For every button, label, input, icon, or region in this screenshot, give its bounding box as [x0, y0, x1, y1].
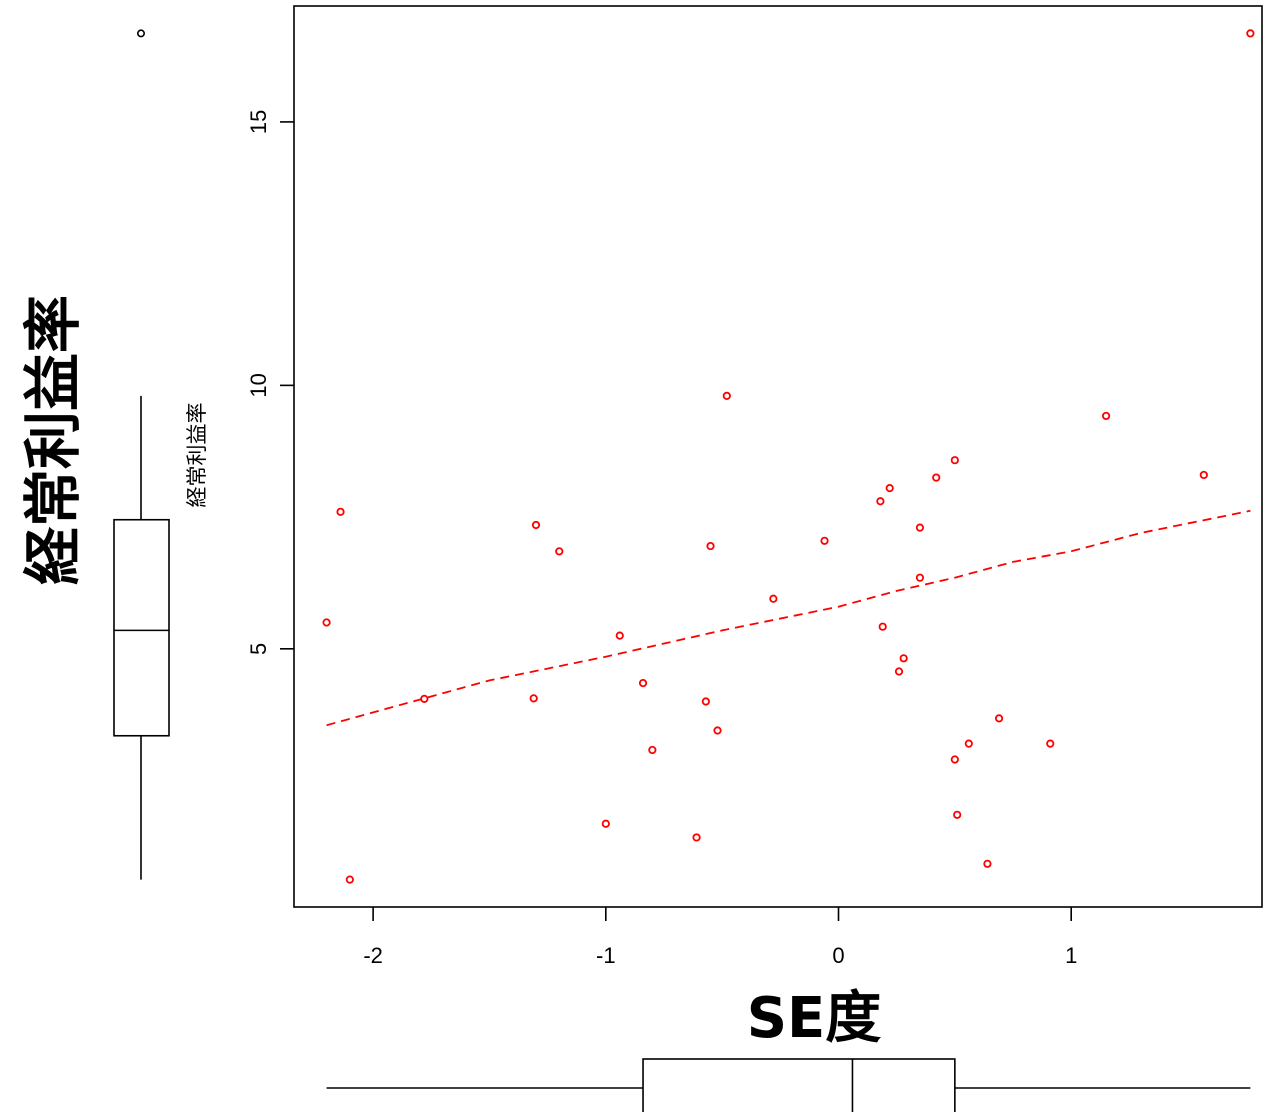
data-point	[899, 654, 908, 663]
x-tick-label: -1	[596, 943, 616, 968]
x-tick-label: -2	[363, 943, 383, 968]
trend-line-group	[326, 509, 1251, 727]
data-point	[615, 631, 624, 640]
data-point	[769, 594, 778, 603]
y-axis-title: 経常利益率	[19, 295, 87, 585]
x-tick-label: 1	[1065, 943, 1077, 968]
x-boxplot	[326, 1058, 1251, 1112]
data-point	[1101, 411, 1111, 421]
data-point	[885, 484, 894, 493]
data-point	[915, 573, 925, 582]
data-point	[950, 755, 959, 764]
data-point	[964, 739, 973, 748]
plot-frame	[293, 5, 1263, 908]
data-point	[983, 859, 992, 868]
boxplot-label: 経常利益率	[185, 403, 209, 508]
data-point	[1046, 739, 1055, 748]
data-point	[820, 536, 829, 545]
x-boxplot-box	[642, 1058, 956, 1112]
y-boxplot-outlier	[137, 29, 146, 38]
data-point	[345, 875, 354, 884]
y-boxplot	[113, 29, 170, 880]
data-point	[932, 473, 941, 482]
data-point	[950, 456, 959, 465]
x-axis: -2 -1 0 1	[363, 907, 1077, 968]
data-point	[894, 667, 904, 676]
data-point	[529, 694, 538, 703]
data-point	[555, 547, 564, 556]
data-point	[876, 497, 885, 506]
data-point	[953, 810, 962, 819]
data-point	[420, 694, 429, 703]
data-point	[1246, 29, 1255, 38]
data-point	[322, 618, 331, 627]
y-boxplot-box	[113, 518, 170, 737]
data-point	[706, 541, 715, 551]
data-point	[648, 745, 657, 755]
data-point	[1199, 470, 1208, 480]
data-point	[692, 833, 701, 842]
data-point	[601, 819, 610, 828]
y-tick-label: 15	[246, 110, 271, 134]
x-tick-label: 0	[832, 943, 844, 968]
data-point	[994, 714, 1004, 723]
data-point	[722, 391, 731, 401]
data-point	[915, 523, 925, 532]
data-point	[531, 520, 541, 530]
data-point	[336, 507, 345, 516]
trend-line	[326, 509, 1251, 727]
scatter-points	[322, 29, 1255, 884]
data-point	[878, 622, 887, 631]
y-tick-label: 10	[246, 373, 271, 397]
data-point	[713, 726, 722, 735]
y-axis: 5 10 15	[246, 110, 294, 655]
x-axis-title: SE度	[747, 986, 882, 1051]
y-tick-label: 5	[246, 643, 271, 655]
data-point	[701, 697, 710, 706]
data-point	[638, 678, 648, 688]
